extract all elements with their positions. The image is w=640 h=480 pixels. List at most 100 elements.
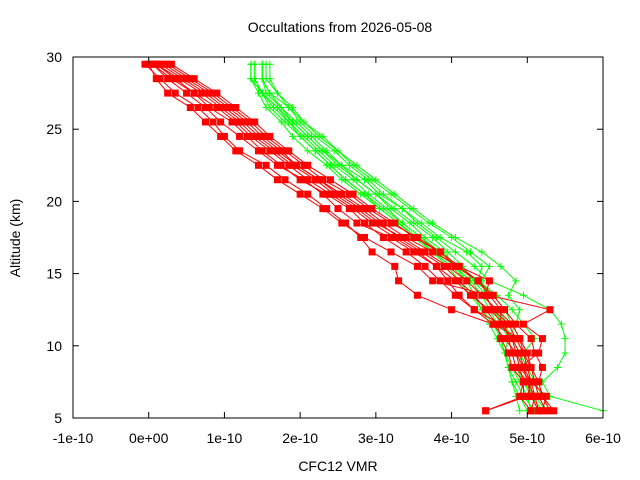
- data-point: [410, 248, 418, 256]
- data-point: [417, 248, 425, 256]
- data-point: [535, 378, 543, 386]
- data-point: [266, 89, 274, 97]
- data-point: [149, 60, 156, 68]
- data-point: [376, 205, 384, 213]
- data-point: [273, 176, 281, 184]
- data-point: [451, 234, 459, 241]
- data-point: [455, 277, 463, 285]
- data-point: [334, 205, 342, 213]
- data-point: [376, 219, 384, 227]
- data-point: [497, 320, 505, 328]
- data-point: [444, 262, 452, 270]
- data-point: [190, 75, 198, 83]
- x-tick-label: -1e-10: [53, 430, 94, 446]
- data-point: [220, 132, 228, 140]
- data-point: [523, 349, 531, 357]
- data-point: [255, 161, 262, 169]
- data-point: [432, 262, 440, 270]
- data-point: [217, 104, 225, 112]
- data-point: [160, 60, 168, 68]
- data-point: [455, 291, 463, 299]
- data-point: [243, 132, 251, 140]
- data-point: [410, 205, 418, 213]
- data-point: [535, 407, 543, 415]
- x-axis-ticks: -1e-10 0e+00 1e-10 2e-10 3e-10 4e-10 5e-10 6e-1…: [53, 57, 621, 446]
- data-point: [156, 75, 164, 83]
- data-point: [557, 320, 565, 328]
- data-point: [391, 205, 399, 213]
- data-point: [546, 407, 554, 415]
- data-point: [379, 234, 387, 241]
- x-axis-label: CFC12 VMR: [298, 458, 377, 474]
- data-point: [527, 363, 535, 371]
- x-tick-label: 3e-10: [358, 430, 394, 446]
- data-point: [504, 335, 512, 343]
- data-point: [398, 234, 406, 241]
- data-point: [217, 118, 225, 126]
- data-point: [402, 248, 410, 256]
- data-point: [183, 89, 191, 97]
- data-point: [451, 291, 459, 299]
- data-point: [542, 392, 550, 400]
- data-point: [167, 75, 175, 83]
- data-point: [470, 306, 478, 314]
- data-point: [262, 132, 270, 140]
- data-point: [361, 190, 368, 198]
- data-point: [247, 75, 255, 83]
- data-point: [440, 262, 448, 270]
- data-point: [478, 262, 486, 270]
- data-point: [323, 190, 331, 198]
- data-point: [202, 89, 209, 97]
- data-point: [508, 320, 516, 328]
- data-point: [228, 104, 236, 112]
- y-axis-ticks: 5 10 15 20 25 30: [46, 49, 603, 426]
- data-point: [463, 277, 471, 285]
- data-point: [451, 248, 459, 256]
- data-point: [531, 392, 539, 400]
- data-point: [527, 392, 535, 400]
- data-point: [402, 234, 410, 241]
- data-point: [368, 205, 376, 213]
- data-point: [512, 320, 520, 328]
- data-point: [186, 104, 194, 112]
- data-point: [523, 392, 531, 400]
- data-point: [523, 378, 531, 386]
- data-point: [273, 161, 281, 169]
- data-point: [258, 75, 266, 83]
- data-point: [319, 176, 327, 184]
- data-point: [323, 205, 331, 213]
- data-point: [501, 320, 509, 328]
- data-point: [508, 349, 516, 357]
- data-point: [512, 349, 520, 357]
- data-point: [202, 118, 209, 126]
- data-point: [372, 190, 380, 198]
- data-point: [164, 89, 172, 97]
- data-point: [296, 176, 304, 184]
- data-point: [489, 306, 497, 314]
- data-point: [379, 219, 387, 227]
- x-tick-label: 5e-10: [509, 430, 545, 446]
- data-point: [538, 363, 546, 371]
- data-point: [277, 161, 285, 169]
- data-point: [436, 248, 444, 256]
- data-point: [255, 132, 262, 140]
- series-line: [155, 63, 540, 412]
- data-point: [171, 75, 179, 83]
- data-point: [315, 176, 323, 184]
- data-point: [489, 320, 497, 328]
- data-point: [410, 219, 418, 227]
- data-point: [183, 75, 191, 83]
- data-point: [436, 234, 444, 241]
- data-point: [213, 104, 221, 112]
- data-point: [349, 190, 357, 198]
- data-point: [164, 75, 172, 83]
- data-point: [296, 190, 304, 198]
- data-point: [542, 407, 550, 415]
- data-point: [300, 176, 308, 184]
- data-point: [273, 89, 281, 97]
- data-point: [531, 349, 539, 357]
- data-point: [516, 349, 524, 357]
- series-line: [171, 63, 540, 411]
- data-point: [372, 176, 380, 184]
- data-point: [508, 378, 516, 386]
